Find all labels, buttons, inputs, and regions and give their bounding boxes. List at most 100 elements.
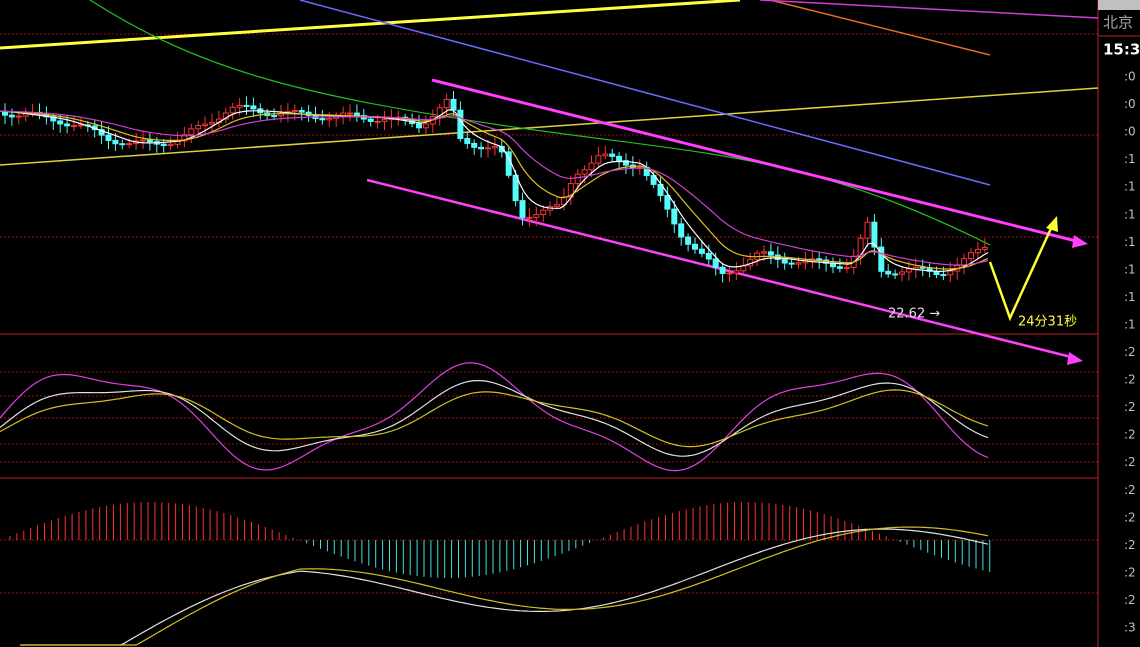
axis-label: :2 [1124,483,1136,497]
candle-body [843,266,850,269]
candle-body [8,114,15,118]
candle-body [540,209,547,216]
candle-body [112,139,119,145]
candle-body [899,271,905,275]
candle-body [981,246,988,250]
candle-body [64,123,71,127]
candle-body [443,98,450,109]
region-label: 北京 [1103,14,1133,32]
candle-body [864,221,871,239]
candle-body [560,196,567,206]
axis-label: :2 [1124,455,1136,469]
axis-label: :3 [1124,621,1136,635]
axis-label: :0 [1124,97,1136,111]
candle-body [940,274,947,277]
macd-line [20,526,989,646]
candle-body [98,129,105,136]
candle-body [271,115,278,118]
candle-body [878,246,885,272]
candle-body [885,270,892,275]
candle-body [892,273,899,276]
candle-body [464,137,471,144]
candle-body [961,258,968,267]
candle-body [795,262,802,265]
candle-body [353,112,360,117]
candle-body [298,109,305,113]
trend-lines [0,0,1099,365]
axis-label: :2 [1124,345,1136,359]
candle-body [519,200,526,218]
candle-body [209,122,215,125]
candle-body [816,258,823,261]
candle-body [126,143,133,146]
candle-body [871,221,878,248]
candle-body [347,112,353,115]
header-strip [1098,0,1140,10]
candle-body [436,107,443,118]
candle-body [167,143,174,146]
candle-body [229,106,236,114]
candle-body [188,128,195,136]
axis-label: :1 [1124,235,1136,249]
axis-label: :1 [1124,317,1136,331]
grid-lines [0,33,1098,594]
axis-label: :0 [1124,125,1136,139]
candle-body [250,105,257,110]
candle-body [671,208,678,225]
macd-line [20,528,989,646]
candle-body [947,270,954,276]
axis-label: :1 [1124,180,1136,194]
candle-body [291,109,298,112]
candle-body [202,123,209,127]
axis-label: :2 [1124,565,1136,579]
candle-body [761,251,767,254]
candle-body [588,162,595,171]
candle-body [512,174,519,202]
candle-body [968,252,974,260]
time-label: 15:3 [1103,41,1140,59]
candle-body [974,248,981,254]
candle-body [57,120,64,125]
candle-body [181,134,188,142]
candle-body [326,117,333,121]
candle-body [692,243,698,250]
candle-body [374,120,381,123]
axis-label: :1 [1124,290,1136,304]
axis-label: :1 [1124,152,1136,166]
candle-body [719,266,726,274]
candle-body [526,216,533,219]
indicator-lines [0,108,991,646]
moving-average [0,108,989,273]
candle-body [788,262,795,265]
candle-body [367,118,374,122]
candle-body [457,109,464,139]
candle-body [498,145,505,153]
candle-body [471,142,478,148]
candle-body [602,153,609,157]
oscillator-line [0,380,989,457]
candle-body [685,236,692,245]
candle-body [623,160,629,166]
candle-body [319,118,326,121]
candle-body [905,268,912,273]
moving-average [0,110,989,270]
axis-label: :2 [1124,373,1136,387]
candle-body [554,204,560,207]
candle-body [243,104,250,107]
axis-label: :1 [1124,207,1136,221]
candle-body [491,145,498,149]
candle-body [781,258,788,264]
candle-body [574,173,581,185]
oscillator-line [0,389,989,448]
candle-body [2,111,8,116]
candle-body [50,116,57,122]
low-marker: 22.62 → [888,307,940,322]
axis-label: :0 [1124,70,1136,84]
candle-body [146,139,153,143]
candle-body [705,252,712,260]
candle-body [533,214,540,218]
candle-body [119,143,126,146]
axis-label: :2 [1124,538,1136,552]
